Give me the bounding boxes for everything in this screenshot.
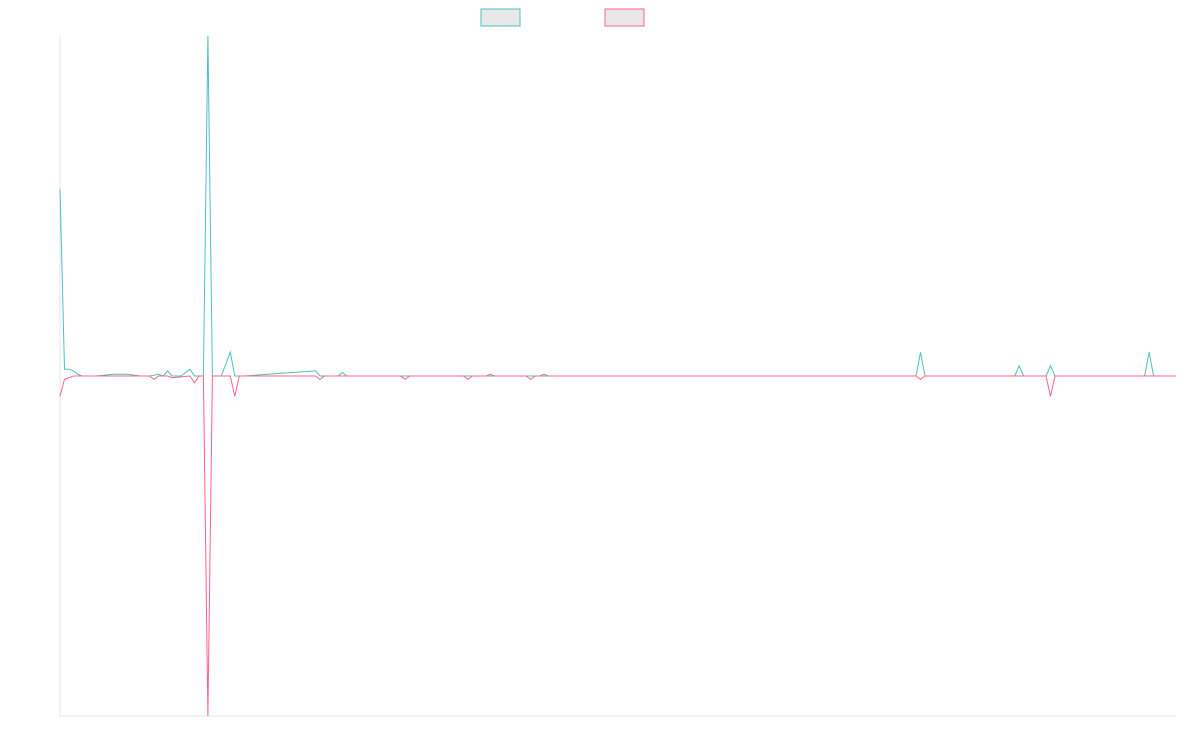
legend-swatch-2[interactable] [604, 8, 645, 27]
legend [480, 8, 645, 27]
legend-swatch-1[interactable] [480, 8, 521, 27]
series-line-2 [59, 375, 1176, 717]
series-group [59, 35, 1176, 717]
series-line-1 [59, 35, 1176, 377]
